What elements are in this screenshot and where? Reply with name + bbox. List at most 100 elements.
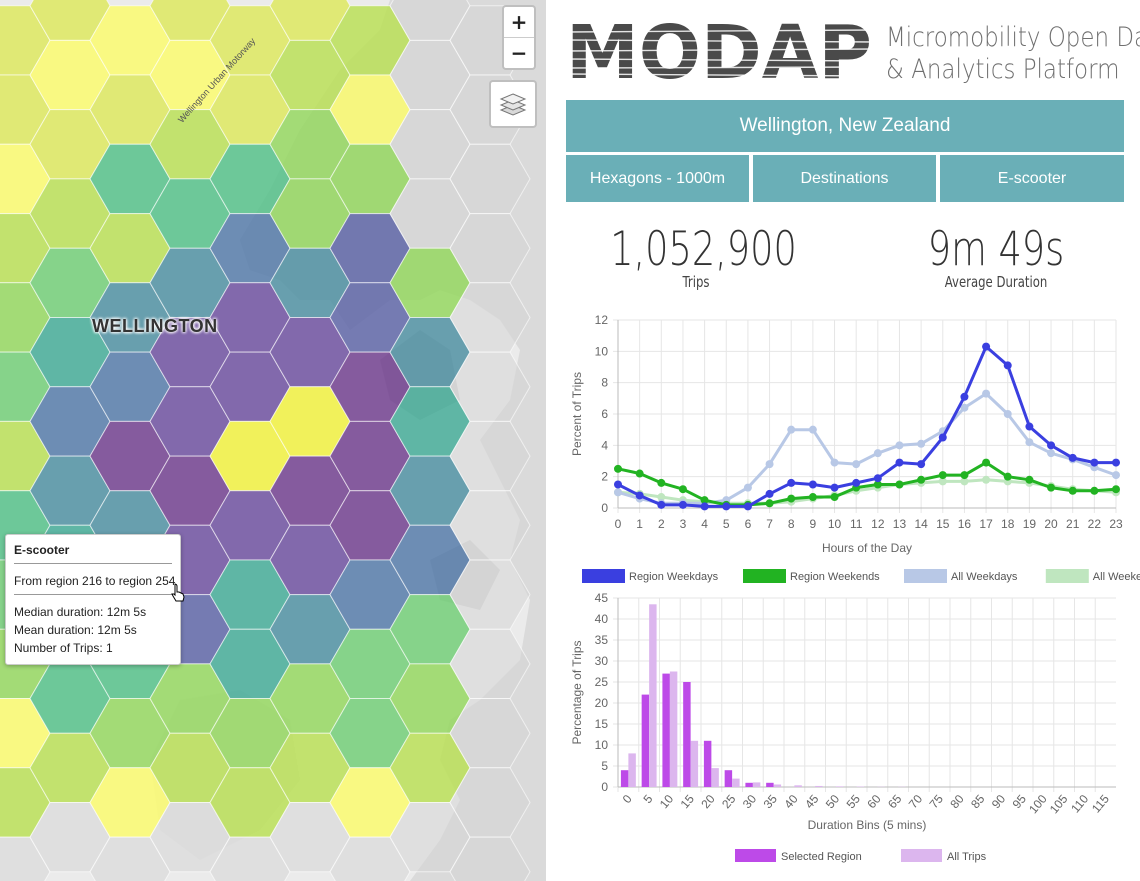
duration-stat: 9m 49s Average Duration <box>886 222 1106 291</box>
x-tick-label: 0 <box>620 792 635 806</box>
x-tick-label: 45 <box>802 792 822 811</box>
y-tick-label: 10 <box>595 344 609 358</box>
x-tick-label: 15 <box>678 792 698 811</box>
data-point <box>765 499 774 508</box>
legend-swatch <box>743 569 786 583</box>
x-tick-label: 35 <box>761 792 781 811</box>
x-tick-label: 2 <box>658 517 665 531</box>
y-tick-label: 0 <box>601 501 608 515</box>
x-tick-label: 100 <box>1026 792 1050 817</box>
bar <box>641 694 650 787</box>
bar <box>662 673 670 787</box>
x-tick-label: 15 <box>936 517 950 531</box>
data-point <box>960 403 969 412</box>
data-point <box>1068 486 1077 495</box>
y-tick-label: 8 <box>601 376 608 390</box>
bar <box>620 770 629 787</box>
tooltip-median: Median duration: 12m 5s <box>14 605 147 619</box>
zoom-in-button[interactable]: + <box>510 10 528 34</box>
x-tick-label: 105 <box>1047 792 1071 817</box>
bar <box>815 785 823 787</box>
legend-label: All Weekdays <box>951 571 1018 583</box>
data-point <box>743 483 752 492</box>
legend-label: Selected Region <box>781 851 862 863</box>
x-tick-label: 90 <box>989 792 1009 811</box>
hand-cursor-icon <box>171 583 185 602</box>
trips-value: 1,052,900 <box>610 222 797 277</box>
legend-swatch <box>1045 569 1089 583</box>
data-point <box>765 489 774 498</box>
mode-selector-button[interactable]: E-scooter <box>940 155 1124 202</box>
bar <box>724 770 733 787</box>
x-tick-label: 11 <box>850 517 863 531</box>
x-tick-label: 55 <box>844 792 864 811</box>
data-point <box>1112 485 1120 494</box>
city-selector-button[interactable]: Wellington, New Zealand <box>566 100 1124 152</box>
hexagon-grid[interactable] <box>0 0 531 881</box>
tooltip-divider <box>14 563 172 564</box>
legend-label: All Trips <box>947 851 987 863</box>
x-tick-label: 20 <box>1044 517 1058 531</box>
trips-stat: 1,052,900 Trips <box>586 222 806 291</box>
tooltip-mean: Mean duration: 12m 5s <box>14 623 137 637</box>
data-point <box>614 488 622 497</box>
data-point <box>1025 475 1034 484</box>
trips-label: Trips <box>682 273 710 291</box>
series-line <box>617 345 1116 508</box>
x-tick-label: 16 <box>958 517 972 531</box>
zoom-out-button[interactable]: − <box>504 37 534 68</box>
y-tick-label: 0 <box>601 780 608 794</box>
data-point <box>1025 438 1034 447</box>
data-point <box>1003 361 1012 370</box>
data-point <box>1047 483 1056 492</box>
bar <box>794 785 802 787</box>
data-point <box>787 494 796 503</box>
data-point <box>982 389 991 398</box>
data-point <box>808 480 817 489</box>
y-tick-label: 35 <box>595 633 609 647</box>
hexagon-cell[interactable] <box>449 836 531 881</box>
x-tick-label: 85 <box>968 792 988 811</box>
x-tick-label: 17 <box>979 517 993 531</box>
x-tick-label: 80 <box>947 792 967 811</box>
data-point <box>830 458 839 467</box>
data-point <box>830 493 839 502</box>
data-point <box>982 342 991 351</box>
x-tick-label: 22 <box>1088 517 1102 531</box>
y-tick-label: 20 <box>595 696 609 710</box>
bar <box>628 753 636 787</box>
tooltip-route: From region 216 to region 254 <box>14 574 176 588</box>
x-tick-label: 5 <box>640 792 655 806</box>
x-tick-label: 6 <box>745 517 752 531</box>
bar <box>649 604 657 787</box>
x-tick-label: 14 <box>914 517 928 531</box>
data-point <box>938 433 947 442</box>
legend-label: Region Weekdays <box>629 571 719 583</box>
data-point <box>1090 458 1099 467</box>
y-tick-label: 5 <box>601 759 608 773</box>
bar <box>683 682 691 787</box>
data-point <box>873 480 882 489</box>
x-tick-label: 5 <box>723 517 730 531</box>
layers-button[interactable] <box>489 80 537 128</box>
x-tick-label: 75 <box>927 792 947 811</box>
data-point <box>743 502 752 511</box>
data-point <box>700 496 709 505</box>
y-tick-label: 30 <box>595 654 609 668</box>
data-point <box>852 460 861 469</box>
direction-selector-button[interactable]: Destinations <box>753 155 936 202</box>
data-point <box>808 425 817 434</box>
data-point <box>1090 486 1099 495</box>
aggregation-selector-button[interactable]: Hexagons - 1000m <box>566 155 749 202</box>
zoom-control: + − <box>502 5 536 70</box>
data-point <box>960 471 969 480</box>
data-point <box>982 458 991 467</box>
map-view[interactable]: Wellington Urban Motorway WELLINGTON + −… <box>0 0 546 881</box>
data-point <box>1047 449 1056 458</box>
data-point <box>895 480 904 489</box>
data-point <box>635 469 644 478</box>
bar <box>669 671 678 787</box>
x-tick-label: 0 <box>615 517 622 531</box>
x-tick-label: 3 <box>680 517 687 531</box>
